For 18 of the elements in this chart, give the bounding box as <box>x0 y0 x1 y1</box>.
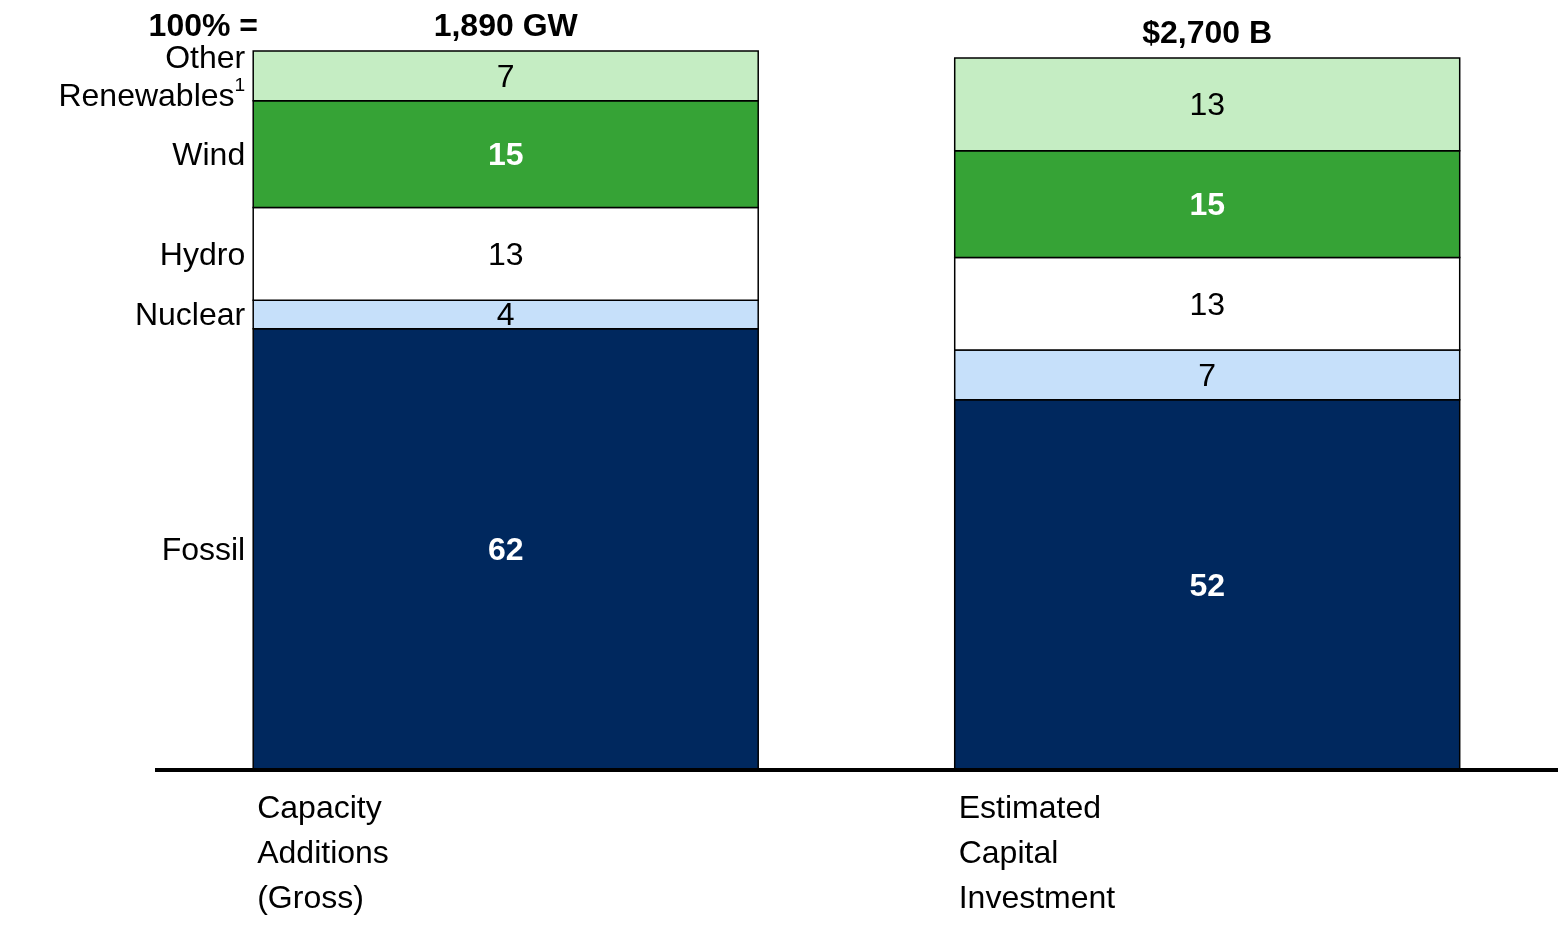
series-label: Fossil <box>161 531 246 568</box>
data-label: 13 <box>1189 285 1226 322</box>
series-label: Wind <box>172 136 246 173</box>
data-label: 7 <box>1198 356 1217 393</box>
data-label: 13 <box>487 235 524 272</box>
series-label: Nuclear <box>134 296 246 333</box>
text: 1,890 GW <box>433 7 579 43</box>
data-label: 7 <box>496 57 515 94</box>
data-label: 15 <box>1189 186 1226 223</box>
data-label: 4 <box>496 296 515 333</box>
series-label: Hydro <box>159 235 246 272</box>
x-tick-label: Estimated Capital Investment <box>958 789 1116 915</box>
data-label: 15 <box>487 136 524 173</box>
data-label: 62 <box>487 531 524 568</box>
data-label: 52 <box>1189 566 1226 603</box>
x-tick-label: Capacity Additions (Gross) <box>257 789 389 915</box>
text: $2,700 B <box>1142 14 1273 51</box>
data-label: 13 <box>1189 86 1226 123</box>
